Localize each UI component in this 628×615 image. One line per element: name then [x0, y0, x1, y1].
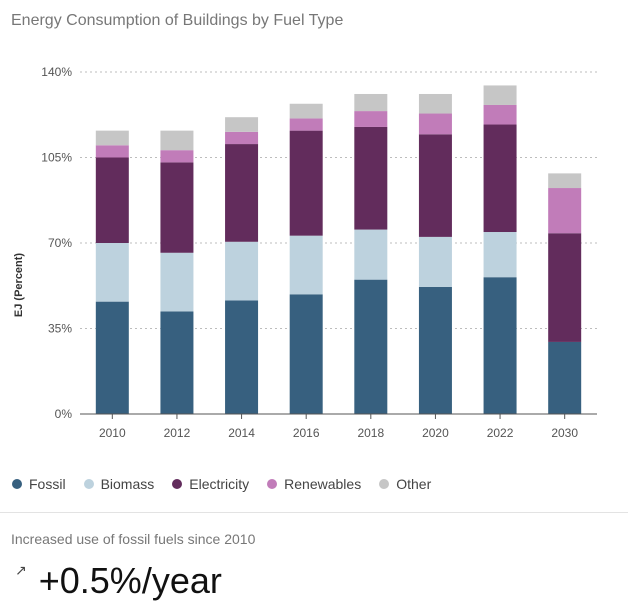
y-axis-label: EJ (Percent) [13, 253, 25, 318]
y-tick-label: 105% [41, 151, 72, 165]
bar-segment-biomass-2014 [225, 241, 259, 301]
legend-label: Biomass [100, 476, 155, 492]
bar-segment-biomass-2010 [95, 243, 129, 302]
bar-segment-other-2014 [225, 117, 259, 132]
legend-item-biomass: Biomass [83, 476, 155, 492]
bar-segment-other-2012 [160, 130, 194, 151]
y-tick-label: 0% [55, 407, 73, 421]
bar-segment-biomass-2018 [354, 229, 388, 280]
bar-segment-other-2020 [418, 93, 452, 114]
bar-segment-electricity-2010 [95, 157, 129, 243]
legend-swatch [267, 479, 278, 489]
stacked-bar-chart: 0% 35% 70% 105% 140% 2010 2012 2014 2016 2018 2020… [13, 65, 597, 440]
bar-segment-renewables-2018 [354, 111, 388, 127]
legend-swatch [172, 479, 183, 489]
x-tick-label: 2018 [357, 426, 384, 440]
legend-swatch [379, 479, 390, 489]
x-tick-label: 2012 [164, 426, 191, 440]
insight-label: Increased use of fossil fuels since 2010 [11, 531, 256, 547]
bar-segment-renewables-2016 [289, 118, 323, 131]
y-tick-label: 35% [48, 322, 72, 336]
bar-segment-renewables-2020 [418, 113, 452, 135]
bar-segment-renewables-2030 [548, 188, 582, 234]
bar-segment-biomass-2022 [483, 232, 517, 278]
bar-segment-fossil-2022 [483, 277, 517, 414]
legend-swatch [83, 479, 94, 489]
bar-segment-electricity-2014 [225, 144, 259, 242]
bar-segment-electricity-2022 [483, 124, 517, 233]
x-tick-label: 2022 [487, 426, 514, 440]
legend: Fossil Biomass Electricity Renewables Other [12, 476, 431, 492]
legend-label: Other [396, 476, 432, 492]
y-tick-label: 70% [48, 236, 72, 250]
legend-swatch [12, 479, 22, 489]
bar-segment-fossil-2020 [418, 286, 452, 414]
bar-segment-fossil-2012 [160, 311, 194, 414]
bar-segment-electricity-2018 [354, 126, 388, 230]
bar-segment-electricity-2012 [160, 162, 194, 253]
bar-segment-fossil-2016 [289, 294, 323, 414]
bar-segment-other-2018 [354, 93, 388, 112]
legend-item-electricity: Electricity [172, 476, 249, 492]
y-tick-label: 140% [41, 65, 72, 79]
bar-segment-electricity-2016 [289, 130, 323, 236]
bar-segment-biomass-2016 [289, 235, 323, 295]
x-tick-label: 2030 [551, 426, 578, 440]
trend-arrow-icon: ↗ [15, 562, 27, 578]
insight-value-row: ↗ +0.5%/year [15, 560, 222, 602]
bar-segment-renewables-2014 [225, 131, 259, 145]
legend-label: Electricity [189, 476, 250, 492]
legend-item-renewables: Renewables [267, 476, 361, 492]
chart-title: Energy Consumption of Buildings by Fuel … [11, 12, 344, 29]
legend-item-fossil: Fossil [12, 476, 66, 492]
bar-segment-renewables-2012 [160, 150, 194, 163]
bar-segment-renewables-2010 [95, 145, 129, 158]
bar-segment-fossil-2018 [354, 279, 388, 414]
divider [0, 512, 628, 513]
bar-segment-electricity-2020 [418, 134, 452, 237]
x-tick-label: 2016 [293, 426, 320, 440]
bar-segment-fossil-2010 [95, 301, 129, 414]
bar-segment-fossil-2030 [548, 341, 582, 414]
bar-segment-other-2016 [289, 103, 323, 119]
bar-segment-fossil-2014 [225, 300, 259, 414]
x-tick-label: 2020 [422, 426, 449, 440]
bar-segment-other-2010 [95, 130, 129, 146]
x-tick-label: 2010 [99, 426, 126, 440]
bar-segment-biomass-2020 [418, 236, 452, 287]
legend-item-other: Other [379, 476, 431, 492]
bar-segment-electricity-2030 [548, 233, 582, 342]
bar-segment-renewables-2022 [483, 104, 517, 125]
bar-segment-biomass-2012 [160, 252, 194, 312]
bar-segment-other-2030 [548, 173, 582, 189]
legend-label: Fossil [29, 476, 66, 492]
legend-label: Renewables [284, 476, 362, 492]
insight-value: +0.5%/year [38, 560, 222, 601]
bar-segment-other-2022 [483, 85, 517, 105]
x-tick-label: 2014 [228, 426, 255, 440]
